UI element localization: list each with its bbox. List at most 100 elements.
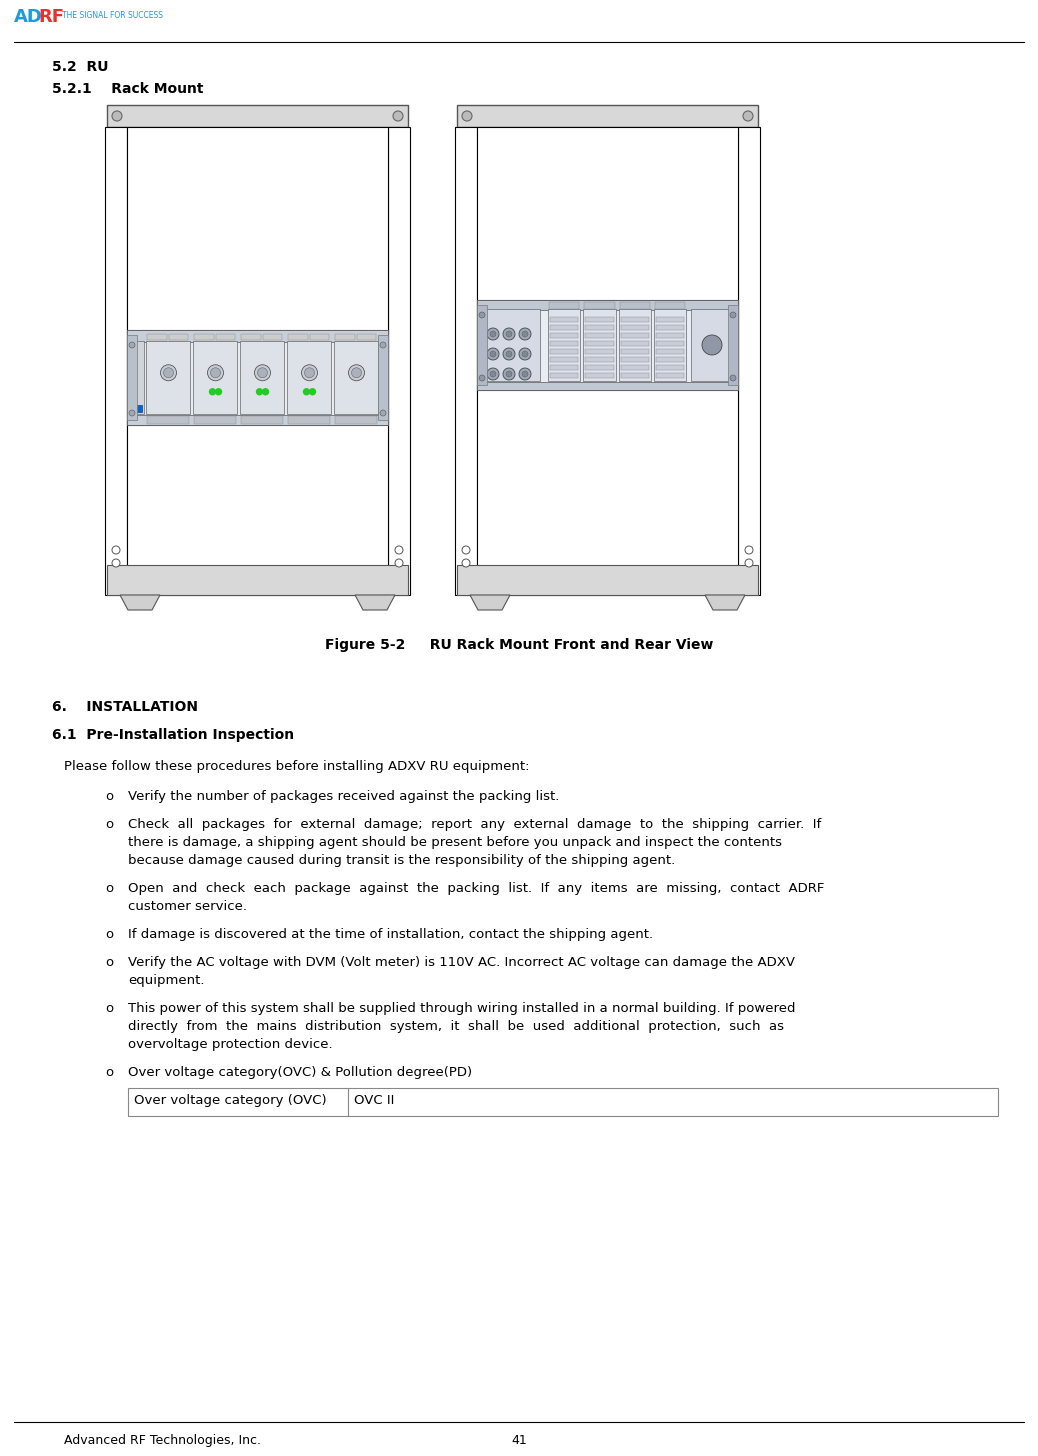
Bar xyxy=(621,341,649,347)
Polygon shape xyxy=(355,596,395,610)
Circle shape xyxy=(211,368,220,377)
Text: overvoltage protection device.: overvoltage protection device. xyxy=(128,1038,332,1051)
Text: directly  from  the  mains  distribution  system,  it  shall  be  used  addition: directly from the mains distribution sys… xyxy=(128,1021,784,1032)
Text: o: o xyxy=(105,818,113,831)
Bar xyxy=(127,415,388,425)
Bar xyxy=(388,127,410,596)
Text: Please follow these procedures before installing ADXV RU equipment:: Please follow these procedures before in… xyxy=(64,760,529,773)
Bar xyxy=(550,333,578,338)
Text: THE SIGNAL FOR SUCCESS: THE SIGNAL FOR SUCCESS xyxy=(62,12,163,20)
Bar xyxy=(585,333,613,338)
Text: 5.2  RU: 5.2 RU xyxy=(52,60,109,74)
Text: If damage is discovered at the time of installation, contact the shipping agent.: If damage is discovered at the time of i… xyxy=(128,927,653,941)
Circle shape xyxy=(395,546,403,553)
Bar xyxy=(550,365,578,370)
Circle shape xyxy=(503,328,515,341)
Text: 6.    INSTALLATION: 6. INSTALLATION xyxy=(52,700,198,713)
Bar xyxy=(621,333,649,338)
Bar xyxy=(655,301,685,309)
Bar xyxy=(107,105,408,127)
Bar xyxy=(654,309,686,381)
Text: o: o xyxy=(105,927,113,941)
Circle shape xyxy=(129,397,133,402)
Circle shape xyxy=(519,368,531,380)
Bar xyxy=(656,317,684,322)
Circle shape xyxy=(462,111,472,121)
Bar xyxy=(550,325,578,331)
Bar xyxy=(194,333,214,341)
Bar xyxy=(728,304,738,384)
Text: Verify the number of packages received against the packing list.: Verify the number of packages received a… xyxy=(128,791,559,804)
Circle shape xyxy=(352,368,361,377)
Bar xyxy=(216,333,235,341)
Bar xyxy=(550,357,578,363)
Bar xyxy=(241,416,283,424)
Circle shape xyxy=(503,368,515,380)
Bar xyxy=(621,349,649,354)
Polygon shape xyxy=(120,596,160,610)
Circle shape xyxy=(745,559,753,566)
Circle shape xyxy=(112,546,120,553)
Bar xyxy=(356,333,376,341)
Bar xyxy=(263,333,282,341)
Circle shape xyxy=(263,389,269,395)
Circle shape xyxy=(216,389,221,395)
Bar xyxy=(477,127,738,596)
Text: equipment.: equipment. xyxy=(128,974,204,987)
Circle shape xyxy=(112,111,122,121)
Bar xyxy=(583,309,616,381)
Circle shape xyxy=(349,365,364,381)
Bar xyxy=(656,341,684,347)
Circle shape xyxy=(112,559,120,566)
Bar xyxy=(550,317,578,322)
Circle shape xyxy=(129,411,135,416)
Circle shape xyxy=(479,376,485,381)
Circle shape xyxy=(129,387,133,392)
Text: o: o xyxy=(105,1066,113,1079)
Bar xyxy=(334,341,378,414)
Bar xyxy=(550,349,578,354)
Circle shape xyxy=(309,389,316,395)
Text: Open  and  check  each  package  against  the  packing  list.  If  any  items  a: Open and check each package against the … xyxy=(128,882,824,895)
Bar xyxy=(288,416,330,424)
Circle shape xyxy=(730,376,736,381)
Bar xyxy=(240,341,284,414)
Bar xyxy=(129,341,144,414)
Bar xyxy=(335,416,377,424)
Circle shape xyxy=(503,348,515,360)
Bar xyxy=(107,565,408,596)
Circle shape xyxy=(506,371,512,377)
Bar xyxy=(621,317,649,322)
Bar xyxy=(485,309,540,381)
Circle shape xyxy=(393,111,403,121)
Bar xyxy=(477,381,738,390)
Circle shape xyxy=(702,335,722,355)
Text: Figure 5-2     RU Rack Mount Front and Rear View: Figure 5-2 RU Rack Mount Front and Rear … xyxy=(325,638,713,652)
Bar xyxy=(477,300,738,310)
Bar xyxy=(585,349,613,354)
Bar xyxy=(457,565,758,596)
Circle shape xyxy=(304,368,315,377)
Circle shape xyxy=(254,365,271,381)
Bar xyxy=(335,333,355,341)
Circle shape xyxy=(129,408,133,412)
Text: o: o xyxy=(105,957,113,970)
Bar xyxy=(378,335,388,419)
Circle shape xyxy=(487,328,499,341)
Text: o: o xyxy=(105,882,113,895)
Bar xyxy=(129,342,143,414)
Bar xyxy=(455,127,477,596)
Circle shape xyxy=(129,368,133,371)
Circle shape xyxy=(303,389,309,395)
Circle shape xyxy=(135,397,139,402)
Bar xyxy=(584,301,614,309)
Circle shape xyxy=(161,365,176,381)
Circle shape xyxy=(506,351,512,357)
Bar xyxy=(585,365,613,370)
Bar xyxy=(288,333,307,341)
Bar xyxy=(477,300,738,390)
Bar xyxy=(309,333,329,341)
Bar xyxy=(127,127,388,596)
Bar xyxy=(656,373,684,379)
Bar xyxy=(656,349,684,354)
